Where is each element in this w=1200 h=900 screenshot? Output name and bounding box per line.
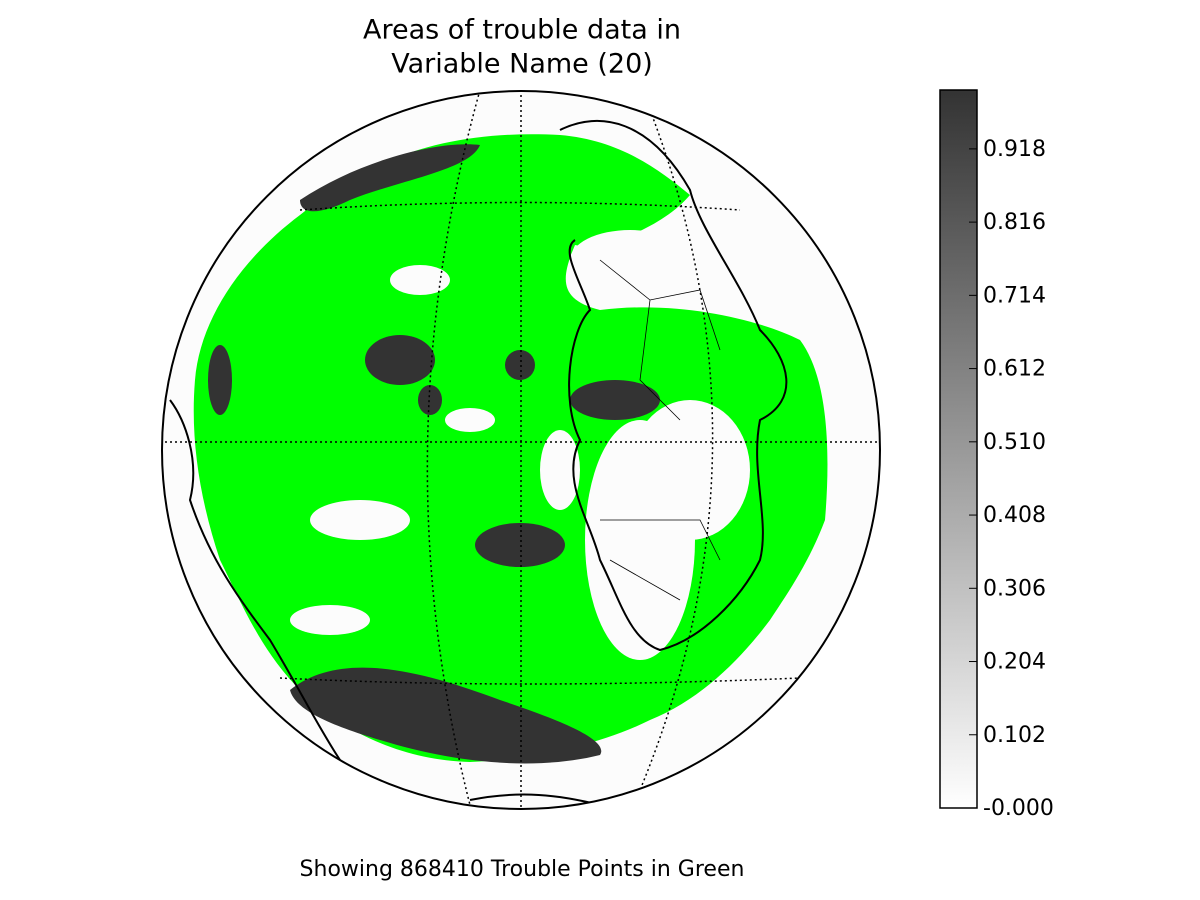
caption: Showing 868410 Trouble Points in Green bbox=[300, 857, 745, 882]
colorbar-tick-label: 0.408 bbox=[983, 503, 1046, 528]
colorbar-tick-label: -0.000 bbox=[983, 796, 1054, 821]
colorbar bbox=[939, 89, 978, 809]
colorbar-tick-label: 0.102 bbox=[983, 723, 1046, 748]
globe bbox=[161, 90, 881, 810]
colorbar-tick-label: 0.612 bbox=[983, 357, 1046, 382]
colorbar-tick-label: 0.714 bbox=[983, 283, 1046, 308]
title: Variable Name (20) bbox=[391, 49, 653, 80]
clear-area bbox=[290, 230, 750, 660]
colorbar-tick-label: 0.816 bbox=[983, 210, 1046, 235]
colorbar-tick-label: 0.204 bbox=[983, 650, 1046, 675]
title: Areas of trouble data in bbox=[363, 15, 681, 46]
colorbar-tick-label: 0.510 bbox=[983, 430, 1046, 455]
high-value-area bbox=[208, 144, 660, 764]
colorbar-tick-label: 0.918 bbox=[983, 137, 1046, 162]
colorbar-tick-label: 0.306 bbox=[983, 576, 1046, 601]
